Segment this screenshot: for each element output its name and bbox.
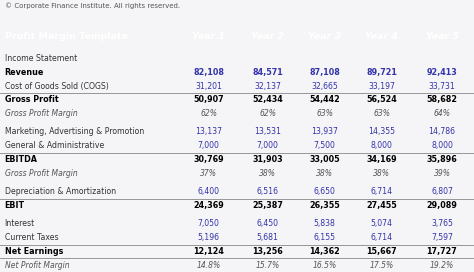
Text: Gross Profit Margin: Gross Profit Margin [5, 169, 77, 178]
Text: 38%: 38% [259, 169, 276, 178]
Text: 37%: 37% [200, 169, 217, 178]
Text: Year 5: Year 5 [426, 32, 458, 41]
Text: 6,714: 6,714 [371, 233, 392, 242]
Text: Gross Profit Margin: Gross Profit Margin [5, 109, 77, 118]
Text: 62%: 62% [259, 109, 276, 118]
Text: Year 4: Year 4 [365, 32, 398, 41]
Text: Profit Margin Template: Profit Margin Template [5, 32, 128, 41]
Text: 19.2%: 19.2% [430, 261, 454, 270]
Text: Net Earnings: Net Earnings [5, 247, 63, 256]
Text: General & Administrative: General & Administrative [5, 141, 104, 150]
Text: 6,650: 6,650 [314, 187, 336, 196]
Text: 13,937: 13,937 [311, 128, 338, 137]
Text: 6,714: 6,714 [371, 187, 392, 196]
Text: Revenue: Revenue [5, 68, 44, 77]
Text: 30,769: 30,769 [193, 155, 224, 164]
Text: 17,727: 17,727 [427, 247, 457, 256]
Text: 13,531: 13,531 [255, 128, 281, 137]
Text: 54,442: 54,442 [310, 95, 340, 104]
Text: 12,124: 12,124 [193, 247, 224, 256]
Text: 15.7%: 15.7% [255, 261, 280, 270]
Text: 56,524: 56,524 [366, 95, 397, 104]
Text: 6,516: 6,516 [257, 187, 279, 196]
Text: 14,362: 14,362 [310, 247, 340, 256]
Text: 5,196: 5,196 [198, 233, 219, 242]
Text: Year 1: Year 1 [192, 32, 225, 41]
Text: 89,721: 89,721 [366, 68, 397, 77]
Text: EBIT: EBIT [5, 201, 25, 210]
Text: 29,089: 29,089 [427, 201, 457, 210]
Text: 7,597: 7,597 [431, 233, 453, 242]
Text: 13,137: 13,137 [195, 128, 222, 137]
Text: Year 3: Year 3 [308, 32, 341, 41]
Text: 17.5%: 17.5% [369, 261, 394, 270]
Text: 92,413: 92,413 [427, 68, 457, 77]
Text: Marketing, Advertising & Promotion: Marketing, Advertising & Promotion [5, 128, 144, 137]
Text: 33,731: 33,731 [428, 82, 456, 91]
Text: 5,074: 5,074 [371, 220, 392, 228]
Text: 6,450: 6,450 [257, 220, 279, 228]
Text: 84,571: 84,571 [253, 68, 283, 77]
Text: 64%: 64% [434, 109, 450, 118]
Text: 35,896: 35,896 [427, 155, 457, 164]
Text: 26,355: 26,355 [310, 201, 340, 210]
Text: 24,369: 24,369 [193, 201, 224, 210]
Text: 14,786: 14,786 [428, 128, 456, 137]
Text: Year 2: Year 2 [251, 32, 284, 41]
Text: 38%: 38% [373, 169, 390, 178]
Text: 5,838: 5,838 [314, 220, 336, 228]
Text: 63%: 63% [373, 109, 390, 118]
Text: 63%: 63% [316, 109, 333, 118]
Text: 16.5%: 16.5% [312, 261, 337, 270]
Text: Current Taxes: Current Taxes [5, 233, 58, 242]
Text: 14,355: 14,355 [368, 128, 395, 137]
Text: 6,807: 6,807 [431, 187, 453, 196]
Text: 8,000: 8,000 [371, 141, 392, 150]
Text: 25,387: 25,387 [252, 201, 283, 210]
Text: 33,005: 33,005 [310, 155, 340, 164]
Text: 58,682: 58,682 [427, 95, 457, 104]
Text: 39%: 39% [434, 169, 450, 178]
Text: 13,256: 13,256 [253, 247, 283, 256]
Text: 32,665: 32,665 [311, 82, 338, 91]
Text: 33,197: 33,197 [368, 82, 395, 91]
Text: © Corporate Finance Institute. All rights reserved.: © Corporate Finance Institute. All right… [5, 3, 180, 10]
Text: 7,000: 7,000 [257, 141, 279, 150]
Text: 31,903: 31,903 [253, 155, 283, 164]
Text: 50,907: 50,907 [193, 95, 224, 104]
Text: 62%: 62% [200, 109, 217, 118]
Text: Gross Profit: Gross Profit [5, 95, 58, 104]
Text: 32,137: 32,137 [255, 82, 281, 91]
Text: Income Statement: Income Statement [5, 54, 77, 63]
Text: 34,169: 34,169 [366, 155, 397, 164]
Text: 87,108: 87,108 [309, 68, 340, 77]
Text: 8,000: 8,000 [431, 141, 453, 150]
Text: Cost of Goods Sold (COGS): Cost of Goods Sold (COGS) [5, 82, 109, 91]
Text: 52,434: 52,434 [253, 95, 283, 104]
Text: Depreciation & Amortization: Depreciation & Amortization [5, 187, 116, 196]
Text: 7,000: 7,000 [198, 141, 219, 150]
Text: Interest: Interest [5, 220, 35, 228]
Text: 6,400: 6,400 [198, 187, 219, 196]
Text: 31,201: 31,201 [195, 82, 222, 91]
Text: 27,455: 27,455 [366, 201, 397, 210]
Text: 7,050: 7,050 [198, 220, 219, 228]
Text: 5,681: 5,681 [257, 233, 279, 242]
Text: Net Profit Margin: Net Profit Margin [5, 261, 69, 270]
Text: 15,667: 15,667 [366, 247, 397, 256]
Text: 6,155: 6,155 [314, 233, 336, 242]
Text: 38%: 38% [316, 169, 333, 178]
Text: 3,765: 3,765 [431, 220, 453, 228]
Text: 7,500: 7,500 [314, 141, 336, 150]
Text: 14.8%: 14.8% [196, 261, 221, 270]
Text: 82,108: 82,108 [193, 68, 224, 77]
Text: EBITDA: EBITDA [5, 155, 38, 164]
